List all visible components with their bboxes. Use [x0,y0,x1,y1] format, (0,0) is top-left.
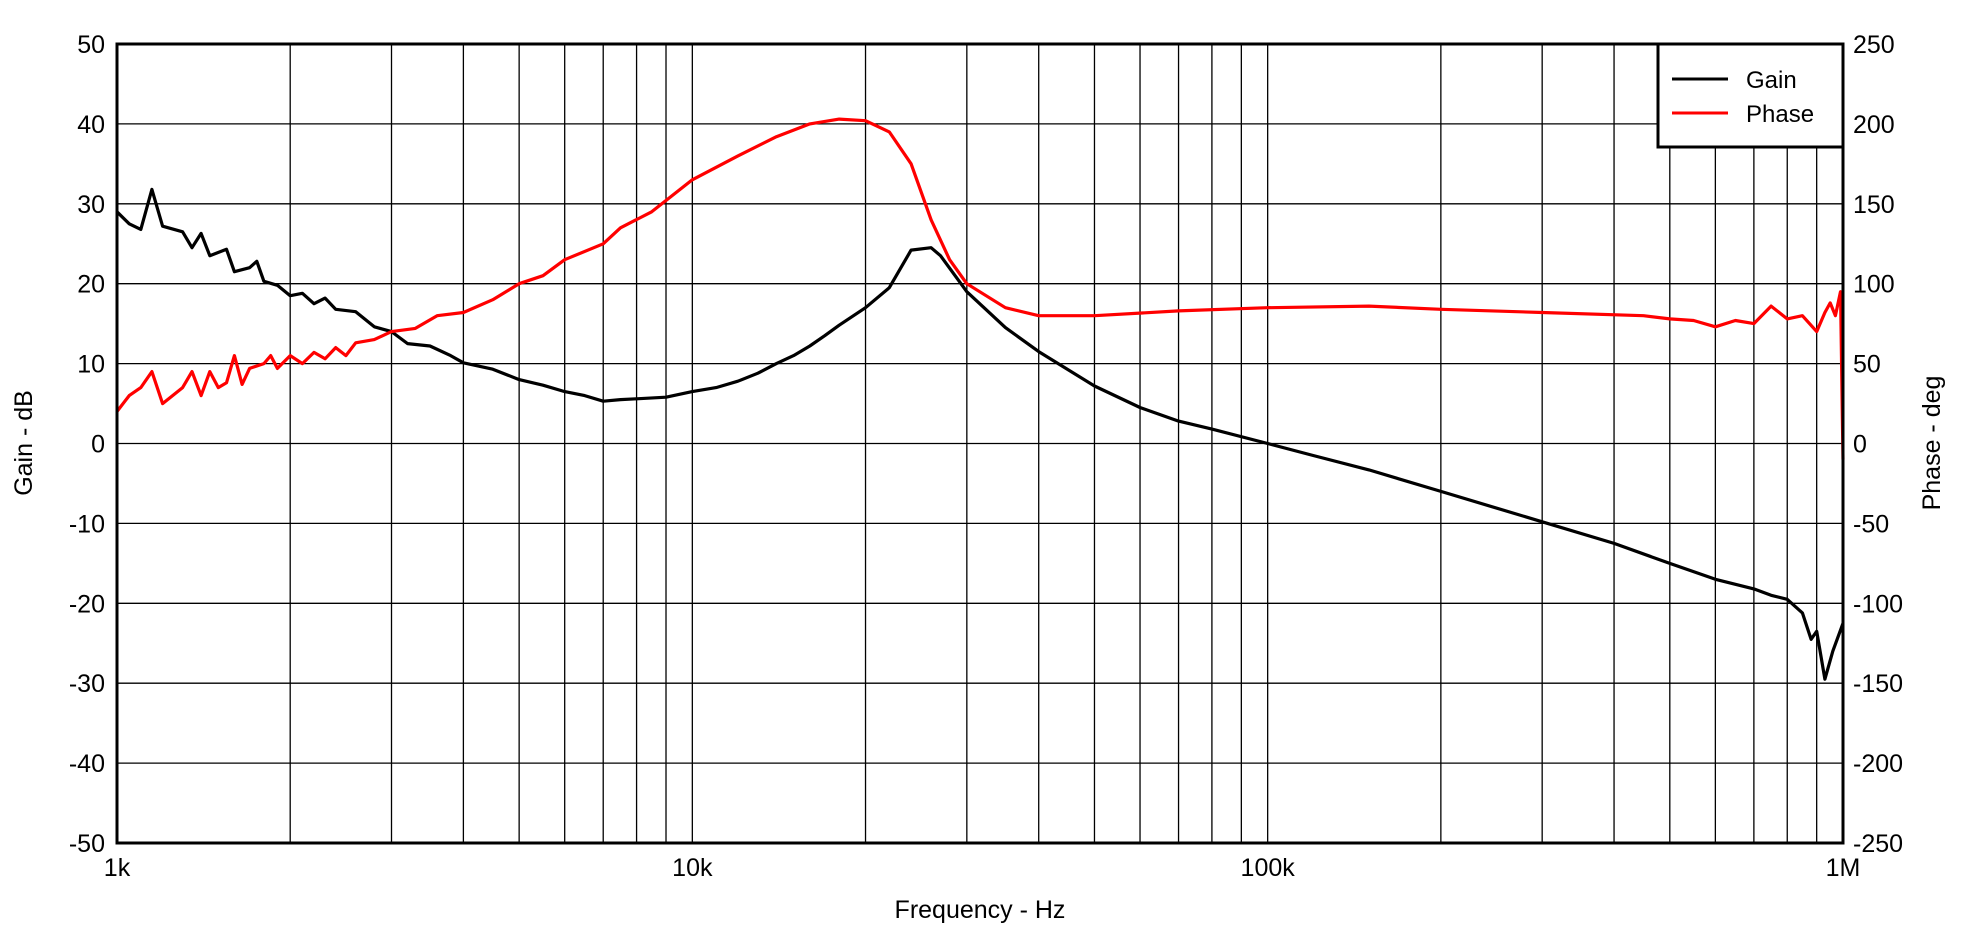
y-tick-label: 10 [77,351,105,379]
legend-box [1656,42,1845,149]
series-line-phase [115,117,1845,460]
y-axis-title: Gain - dB [10,390,38,496]
plot-border [115,42,1845,845]
y2-tick-label: 50 [1853,351,1881,379]
x-axis-title: Frequency - Hz [895,896,1066,924]
x-tick-label: 10k [672,854,713,882]
x-tick-label: 1k [104,854,131,882]
y2-axis-title: Phase - deg [1918,376,1946,511]
y-tick-label: -30 [69,670,105,698]
series-line-gain [115,187,1845,681]
y-tick-label: 40 [77,111,105,139]
x-tick-label: 1M [1826,854,1861,882]
x-tick-label: 100k [1241,854,1296,882]
y-tick-label: 50 [77,31,105,59]
legend-label-phase: Phase [1746,101,1814,128]
y2-tick-label: -100 [1853,590,1903,618]
curves [115,117,1845,681]
y2-tick-label: 100 [1853,271,1895,299]
y2-tick-label: 250 [1853,31,1895,59]
y-tick-label: -40 [69,750,105,778]
y-tick-label: -10 [69,510,105,538]
y-tick-label: 20 [77,271,105,299]
y2-tick-label: 150 [1853,191,1895,219]
y-tick-label: -20 [69,590,105,618]
grid [116,43,1843,844]
y2-tick-label: 200 [1853,111,1895,139]
y-tick-label: 0 [91,431,105,459]
tick-labels: 50403020100-10-20-30-40-5025020015010050… [69,31,1903,882]
legend-label-gain: Gain [1746,67,1797,94]
legend: Gain Phase [1656,42,1845,149]
y-tick-label: 30 [77,191,105,219]
y2-tick-label: -250 [1853,830,1903,858]
y2-tick-label: -200 [1853,750,1903,778]
y-tick-label: -50 [69,830,105,858]
y2-tick-label: 0 [1853,431,1867,459]
y2-tick-label: -150 [1853,670,1903,698]
y2-tick-label: -50 [1853,510,1889,538]
